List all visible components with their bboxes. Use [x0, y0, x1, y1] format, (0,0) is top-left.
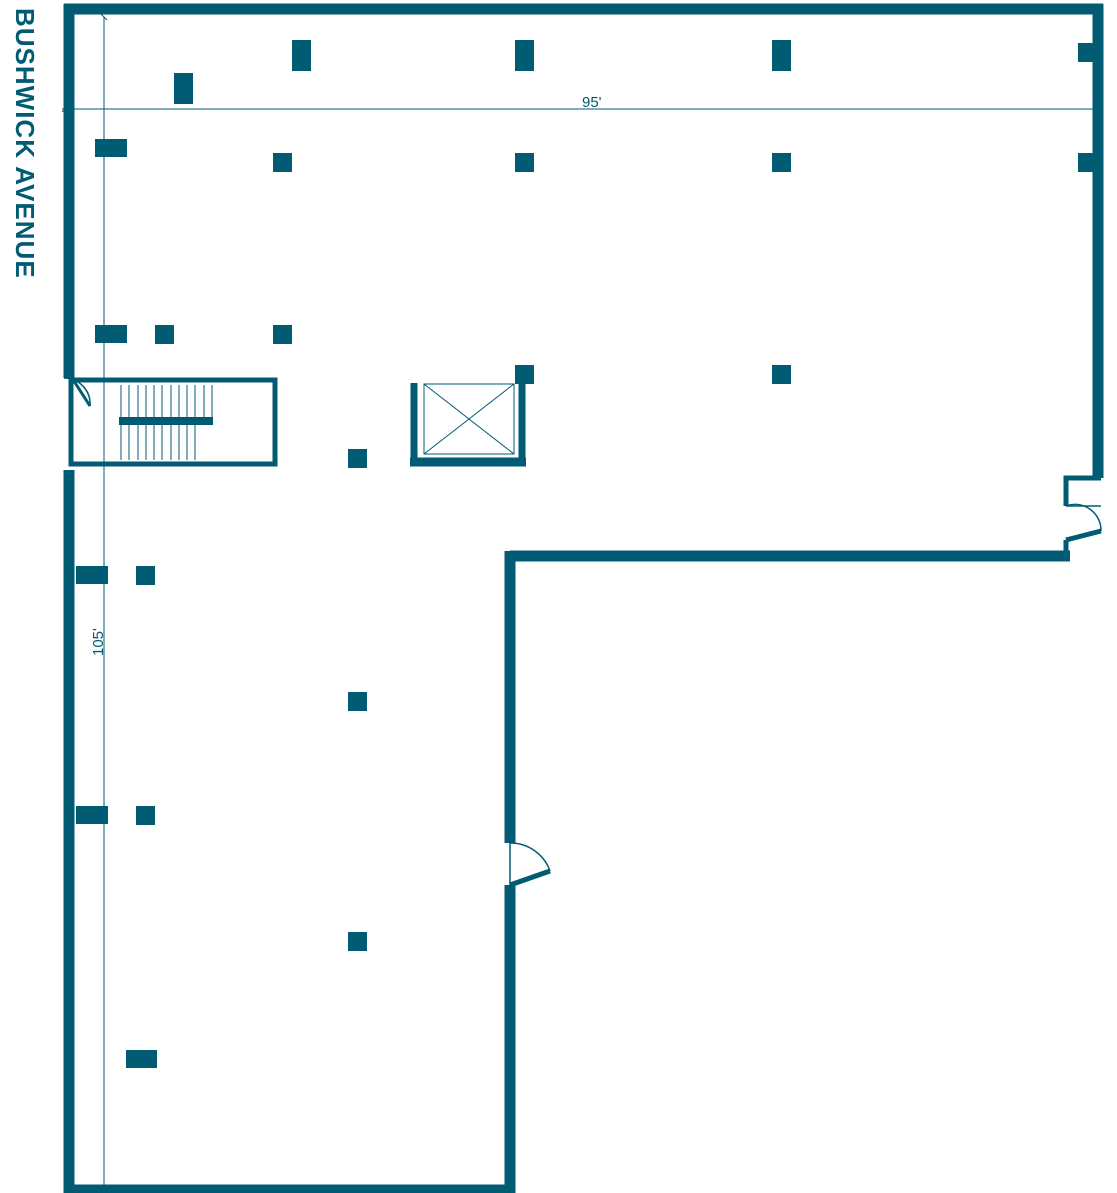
dimension-depth-label: 105'	[90, 628, 107, 656]
columns	[76, 40, 1097, 1068]
column	[174, 73, 193, 104]
column	[772, 153, 791, 172]
column	[515, 365, 534, 384]
column	[1078, 43, 1097, 62]
column	[515, 40, 534, 71]
column	[136, 806, 155, 825]
dimension-width	[61, 105, 1102, 113]
column	[155, 325, 174, 344]
column	[772, 40, 791, 71]
elevator-shaft	[410, 383, 526, 467]
column	[95, 325, 127, 343]
column	[348, 692, 367, 711]
east-door-jog	[1063, 475, 1102, 558]
stair-core	[68, 377, 278, 467]
column	[515, 153, 534, 172]
column	[772, 365, 791, 384]
column	[76, 566, 108, 584]
column	[292, 40, 311, 71]
dimension-width-label: 95'	[582, 94, 602, 111]
column	[348, 932, 367, 951]
dimension-depth	[100, 13, 108, 1192]
column	[273, 325, 292, 344]
column	[273, 153, 292, 172]
column	[126, 1050, 157, 1068]
column	[136, 566, 155, 585]
inner-door	[509, 842, 551, 888]
column	[348, 449, 367, 468]
exterior-walls	[63, 3, 1104, 1193]
column	[95, 139, 127, 157]
street-label: BUSHWICK AVENUE	[10, 8, 40, 279]
column	[1078, 153, 1097, 172]
column	[76, 806, 108, 824]
